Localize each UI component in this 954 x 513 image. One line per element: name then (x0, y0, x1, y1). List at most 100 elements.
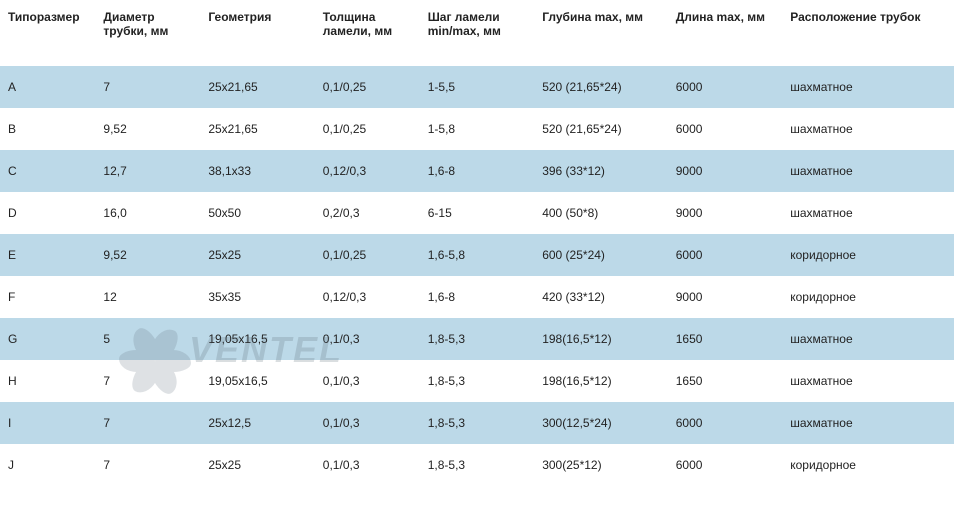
table-cell: 0,2/0,3 (315, 192, 420, 234)
table-cell: 5 (95, 318, 200, 360)
table-row: J725x250,1/0,31,8-5,3300(25*12)6000корид… (0, 444, 954, 486)
table-cell: коридорное (782, 276, 954, 318)
table-cell: 1,6-5,8 (420, 234, 534, 276)
table-cell: 400 (50*8) (534, 192, 668, 234)
col-header: Диаметр трубки, мм (95, 0, 200, 66)
table-row: B9,5225x21,650,1/0,251-5,8520 (21,65*24)… (0, 108, 954, 150)
col-header: Расположение трубок (782, 0, 954, 66)
table-cell: 1-5,8 (420, 108, 534, 150)
table-cell: шахматное (782, 360, 954, 402)
table-body: A725x21,650,1/0,251-5,5520 (21,65*24)600… (0, 66, 954, 486)
table-cell: 1650 (668, 318, 782, 360)
table-cell: шахматное (782, 66, 954, 108)
table-cell: 1,8-5,3 (420, 318, 534, 360)
table-cell: 1,6-8 (420, 276, 534, 318)
col-header: Шаг ламели min/max, мм (420, 0, 534, 66)
table-cell: 25x25 (200, 444, 314, 486)
table-cell: F (0, 276, 95, 318)
table-cell: C (0, 150, 95, 192)
table-cell: 50x50 (200, 192, 314, 234)
table-row: I725x12,50,1/0,31,8-5,3300(12,5*24)6000ш… (0, 402, 954, 444)
table-cell: 7 (95, 360, 200, 402)
table-cell: 9000 (668, 150, 782, 192)
table-cell: 6000 (668, 444, 782, 486)
table-cell: 0,1/0,3 (315, 402, 420, 444)
spec-table: Типоразмер Диаметр трубки, мм Геометрия … (0, 0, 954, 486)
table-cell: 1,8-5,3 (420, 444, 534, 486)
table-cell: 420 (33*12) (534, 276, 668, 318)
table-row: E9,5225x250,1/0,251,6-5,8600 (25*24)6000… (0, 234, 954, 276)
col-header: Длина max, мм (668, 0, 782, 66)
table-cell: 0,12/0,3 (315, 150, 420, 192)
table-cell: 9000 (668, 276, 782, 318)
table-cell: J (0, 444, 95, 486)
table-cell: A (0, 66, 95, 108)
table-cell: 520 (21,65*24) (534, 66, 668, 108)
table-cell: 6000 (668, 402, 782, 444)
table-cell: 25x25 (200, 234, 314, 276)
table-cell: 6000 (668, 66, 782, 108)
table-cell: 1-5,5 (420, 66, 534, 108)
table-row: G519,05x16,50,1/0,31,8-5,3198(16,5*12)16… (0, 318, 954, 360)
table-cell: 0,1/0,25 (315, 66, 420, 108)
table-cell: 25x21,65 (200, 66, 314, 108)
table-cell: 7 (95, 402, 200, 444)
col-header: Геометрия (200, 0, 314, 66)
col-header: Типоразмер (0, 0, 95, 66)
table-cell: 300(12,5*24) (534, 402, 668, 444)
table-cell: G (0, 318, 95, 360)
table-cell: 25x21,65 (200, 108, 314, 150)
table-cell: 1,8-5,3 (420, 360, 534, 402)
table-cell: 25x12,5 (200, 402, 314, 444)
table-cell: B (0, 108, 95, 150)
table-cell: шахматное (782, 150, 954, 192)
table-cell: 7 (95, 444, 200, 486)
table-cell: 35x35 (200, 276, 314, 318)
table-cell: 6000 (668, 108, 782, 150)
table-cell: 1,8-5,3 (420, 402, 534, 444)
table-cell: 0,1/0,25 (315, 234, 420, 276)
table-cell: 9000 (668, 192, 782, 234)
table-row: A725x21,650,1/0,251-5,5520 (21,65*24)600… (0, 66, 954, 108)
table-cell: 520 (21,65*24) (534, 108, 668, 150)
table-cell: 9,52 (95, 108, 200, 150)
table-cell: 0,12/0,3 (315, 276, 420, 318)
col-header: Глубина max, мм (534, 0, 668, 66)
table-cell: шахматное (782, 192, 954, 234)
table-cell: 1,6-8 (420, 150, 534, 192)
col-header: Толщина ламели, мм (315, 0, 420, 66)
table-cell: D (0, 192, 95, 234)
table-cell: шахматное (782, 108, 954, 150)
table-cell: 198(16,5*12) (534, 318, 668, 360)
table-cell: H (0, 360, 95, 402)
table-cell: шахматное (782, 402, 954, 444)
table-cell: 19,05x16,5 (200, 360, 314, 402)
table-row: D16,050x500,2/0,36-15400 (50*8)9000шахма… (0, 192, 954, 234)
table-cell: 0,1/0,3 (315, 444, 420, 486)
table-row: H719,05x16,50,1/0,31,8-5,3198(16,5*12)16… (0, 360, 954, 402)
spec-table-wrap: Типоразмер Диаметр трубки, мм Геометрия … (0, 0, 954, 486)
table-cell: 7 (95, 66, 200, 108)
table-cell: 38,1x33 (200, 150, 314, 192)
table-cell: 12 (95, 276, 200, 318)
table-cell: 1650 (668, 360, 782, 402)
table-cell: 0,1/0,3 (315, 318, 420, 360)
table-cell: 0,1/0,3 (315, 360, 420, 402)
table-cell: 6000 (668, 234, 782, 276)
table-row: F1235x350,12/0,31,6-8420 (33*12)9000кори… (0, 276, 954, 318)
table-cell: 6-15 (420, 192, 534, 234)
table-cell: 0,1/0,25 (315, 108, 420, 150)
table-header-row: Типоразмер Диаметр трубки, мм Геометрия … (0, 0, 954, 66)
table-cell: I (0, 402, 95, 444)
table-cell: 16,0 (95, 192, 200, 234)
table-cell: E (0, 234, 95, 276)
table-cell: 19,05x16,5 (200, 318, 314, 360)
table-cell: 198(16,5*12) (534, 360, 668, 402)
table-cell: 12,7 (95, 150, 200, 192)
table-cell: 396 (33*12) (534, 150, 668, 192)
table-row: C12,738,1x330,12/0,31,6-8396 (33*12)9000… (0, 150, 954, 192)
table-cell: коридорное (782, 234, 954, 276)
table-cell: шахматное (782, 318, 954, 360)
table-cell: коридорное (782, 444, 954, 486)
table-cell: 300(25*12) (534, 444, 668, 486)
